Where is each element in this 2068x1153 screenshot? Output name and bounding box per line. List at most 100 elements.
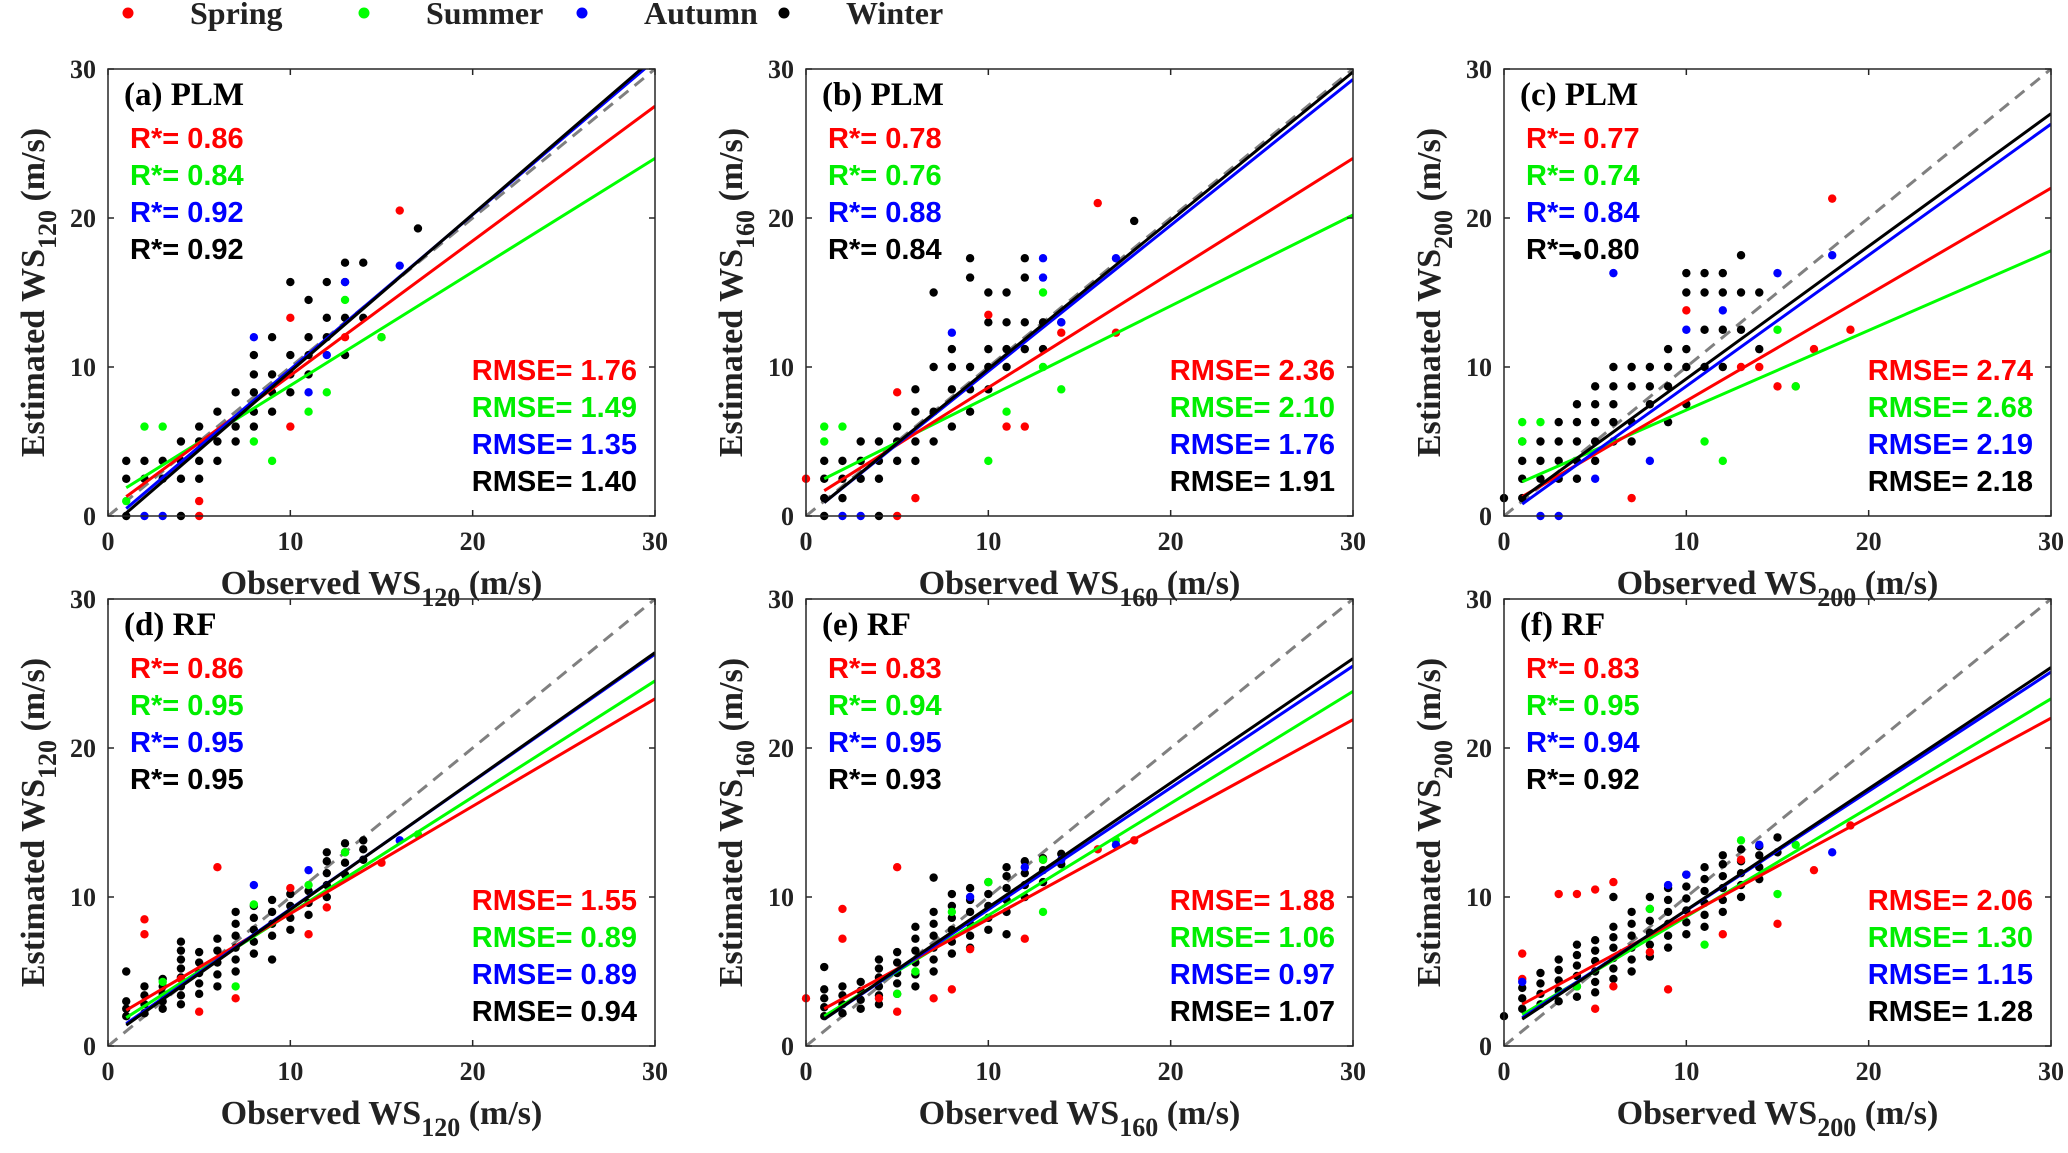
point-winter [1020, 273, 1029, 282]
rmse-stat-autumn: RMSE= 0.97 [1170, 959, 1335, 991]
point-winter [322, 857, 331, 866]
point-winter [1554, 456, 1563, 466]
point-winter [911, 407, 920, 416]
point-winter [911, 385, 920, 394]
point-winter [1020, 254, 1029, 263]
point-spring [194, 496, 204, 506]
point-winter [1590, 417, 1600, 427]
point-autumn [947, 328, 957, 337]
rmse-stat-summer: RMSE= 1.49 [472, 392, 637, 424]
point-winter [176, 437, 186, 446]
x-tick-label: 0 [102, 527, 115, 556]
point-spring [947, 985, 957, 994]
rmse-stat-spring: RMSE= 2.74 [1868, 355, 2033, 387]
point-winter [1518, 983, 1527, 993]
axes-frame [107, 598, 656, 1047]
fit-line-spring [1521, 716, 2051, 1006]
legend-label-autumn: Autumn [644, 0, 758, 31]
point-spring [286, 883, 295, 893]
rmse-stat-spring: RMSE= 1.76 [472, 355, 637, 387]
point-winter [194, 989, 204, 999]
point-summer [1718, 456, 1728, 466]
point-winter [1736, 892, 1746, 902]
r-stat-summer: R*= 0.94 [828, 690, 942, 722]
x-label-main: Observed WS [919, 1095, 1120, 1132]
legend-marker-winter [778, 7, 790, 19]
x-label-main: Observed WS [919, 565, 1120, 602]
point-summer [158, 977, 167, 987]
r-stat-spring: R*= 0.77 [1526, 123, 1640, 155]
point-autumn [1057, 318, 1066, 327]
fit-line-summer [1521, 249, 2051, 484]
point-winter [1130, 216, 1139, 226]
point-winter [1700, 325, 1709, 334]
point-winter [1002, 930, 1011, 939]
point-winter [1609, 974, 1618, 984]
point-spring [1755, 362, 1764, 372]
point-winter [304, 910, 313, 920]
point-winter [1718, 860, 1728, 869]
point-winter [267, 407, 277, 416]
point-summer [838, 422, 847, 431]
point-winter [1718, 325, 1728, 334]
point-autumn [1682, 325, 1691, 334]
x-tick-label: 20 [1856, 1057, 1882, 1086]
point-winter [1663, 344, 1673, 354]
point-spring [140, 930, 149, 939]
x-tick-label: 0 [800, 527, 813, 556]
fit-line-winter [1521, 112, 2051, 500]
point-winter [1609, 892, 1618, 902]
point-winter [856, 437, 865, 446]
point-winter [874, 437, 884, 446]
point-winter [820, 456, 829, 466]
point-winter [1700, 863, 1709, 872]
point-summer [1773, 325, 1782, 334]
point-summer [984, 456, 993, 466]
point-autumn [304, 865, 313, 875]
x-label-sub: 200 [1817, 583, 1856, 612]
point-autumn [1038, 273, 1048, 282]
point-winter [1020, 857, 1029, 866]
point-winter [1572, 961, 1582, 970]
point-spring [322, 903, 331, 912]
point-winter [194, 456, 204, 466]
point-winter [929, 919, 938, 929]
point-winter [340, 858, 350, 867]
point-summer [1057, 385, 1066, 394]
x-tick-label: 0 [102, 1057, 115, 1086]
x-tick-label: 30 [1340, 527, 1366, 556]
point-winter [820, 985, 829, 994]
x-label-unit: (m/s) [460, 1095, 542, 1132]
axes-frame [1503, 598, 2052, 1047]
y-label-unit: (m/s) [713, 128, 750, 210]
x-label-sub: 120 [421, 1113, 460, 1142]
point-winter [820, 994, 829, 1003]
point-winter [359, 845, 368, 854]
point-summer [1536, 417, 1545, 427]
point-summer [1038, 907, 1048, 917]
point-winter [231, 931, 240, 940]
point-spring [1518, 949, 1527, 958]
y-tick-label: 0 [83, 1032, 96, 1061]
x-tick-label: 10 [277, 527, 303, 556]
point-winter [249, 937, 259, 946]
fit-line-winter [823, 70, 1353, 504]
y-tick-label: 10 [1466, 353, 1492, 382]
point-autumn [340, 277, 350, 287]
point-winter [911, 437, 920, 446]
point-summer [377, 333, 386, 342]
point-winter [1700, 268, 1709, 278]
point-spring [892, 388, 902, 397]
point-winter [1002, 362, 1011, 372]
rmse-stat-winter: RMSE= 0.94 [472, 996, 637, 1028]
point-winter [1609, 933, 1618, 942]
point-winter [359, 258, 368, 267]
point-summer [1645, 904, 1655, 914]
legend-marker-autumn [576, 7, 588, 19]
x-label-main: Observed WS [1617, 1095, 1818, 1132]
point-winter [286, 350, 295, 360]
point-winter [947, 901, 957, 911]
point-winter [413, 224, 423, 233]
point-winter [1590, 456, 1600, 466]
